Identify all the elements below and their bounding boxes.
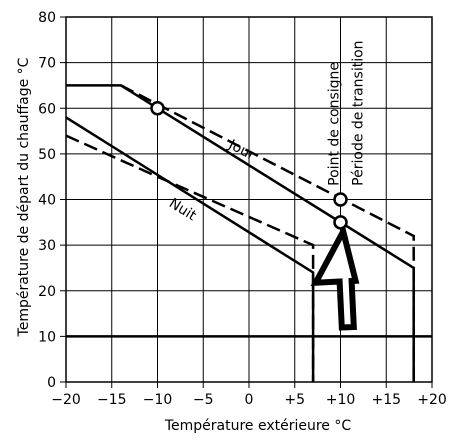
marker-point <box>333 215 348 230</box>
y-axis-label: Température de départ du chauffage °C <box>16 57 32 337</box>
x-tick-label: +20 <box>417 392 447 408</box>
annotation-p-riode-de-transition: Période de transition <box>350 40 366 185</box>
x-tick-label: −10 <box>143 392 173 408</box>
series-nuit <box>65 116 315 382</box>
marker-point <box>150 101 165 116</box>
y-tick-label: 70 <box>38 56 56 72</box>
marker-point <box>333 192 348 207</box>
transition-arrow-shape <box>310 223 360 331</box>
x-tick-label: −15 <box>97 392 127 408</box>
y-tick-label: 80 <box>38 10 56 26</box>
markers-group <box>150 101 348 230</box>
series-group <box>65 84 432 382</box>
transition-arrow <box>310 223 360 331</box>
series-1-dashed <box>120 84 415 382</box>
y-tick-label: 20 <box>38 284 56 300</box>
x-tick-label: −20 <box>51 392 81 408</box>
y-tick-label: 60 <box>38 101 56 117</box>
y-tick-label: 30 <box>38 238 56 254</box>
x-tick-labels: −20 −15 −10 −5 0 +5 +10 +15 +20 <box>51 392 447 408</box>
grid <box>60 16 433 388</box>
annotation-point-de-consigne: Point de consigne <box>327 62 343 186</box>
x-tick-label: −5 <box>193 392 214 408</box>
y-tick-label: 10 <box>38 329 56 345</box>
y-tick-labels: 0 10 20 30 40 50 60 70 80 <box>38 10 56 391</box>
x-tick-label: 0 <box>245 392 254 408</box>
y-tick-label: 40 <box>38 193 56 209</box>
x-tick-label: +15 <box>371 392 401 408</box>
series-jour <box>66 84 415 382</box>
series-3-dashed <box>65 134 315 382</box>
y-tick-label: 0 <box>47 375 56 391</box>
x-tick-label: +10 <box>326 392 356 408</box>
x-axis-label: Température extérieure °C <box>164 418 352 434</box>
x-tick-label: +5 <box>284 392 305 408</box>
y-tick-label: 50 <box>38 147 56 163</box>
